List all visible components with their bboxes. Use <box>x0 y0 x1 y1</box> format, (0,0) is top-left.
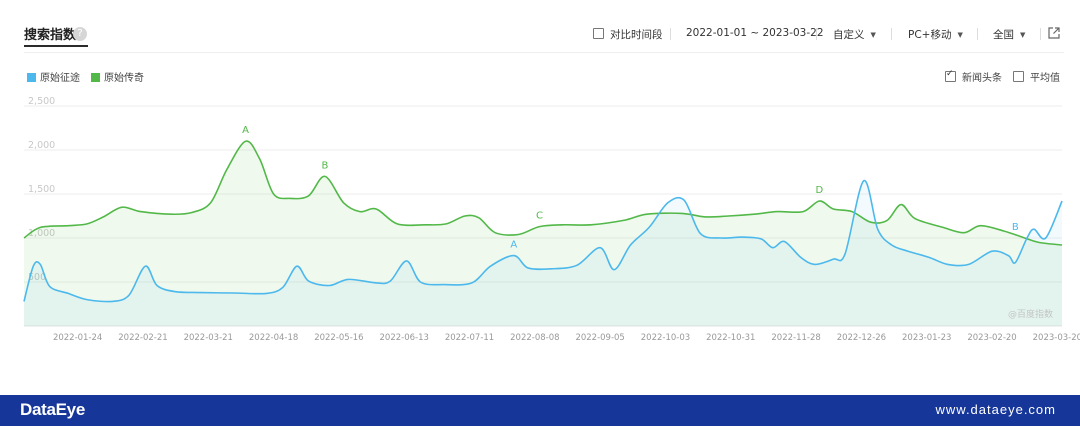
y-tick-label: 1,000 <box>28 228 55 239</box>
annotation-marker: D <box>816 185 824 196</box>
y-axis-ticks: 2,500 2,000 1,500 1,000 500 <box>28 96 55 283</box>
x-tick-label: 2022-11-28 <box>771 333 820 343</box>
legend-item-series-1[interactable]: 原始征途 <box>27 69 80 84</box>
x-tick-label: 2022-05-16 <box>314 333 363 343</box>
series-area-1 <box>24 180 1062 326</box>
y-tick-label: 1,500 <box>28 184 55 195</box>
divider <box>670 28 671 40</box>
search-index-chart: 2,500 2,000 1,500 1,000 500 A B C D A B 2022-01-2… <box>23 96 1080 343</box>
title-underline <box>24 45 88 47</box>
x-axis-ticks: 2022-01-24 2022-02-21 2022-03-21 2022-04-18… <box>53 333 1080 343</box>
news-label: 新闻头条 <box>962 73 1002 84</box>
line-layer <box>23 140 1063 303</box>
series-line-1 <box>23 179 1063 303</box>
x-tick-label: 2022-10-31 <box>706 333 755 343</box>
grid-layer <box>24 105 1062 327</box>
x-tick-label: 2022-08-08 <box>510 333 559 343</box>
x-tick-label: 2022-01-24 <box>53 333 102 343</box>
chevron-down-icon: ▼ <box>870 31 876 39</box>
x-tick-label: 2022-09-05 <box>575 333 624 343</box>
annotation-marker: B <box>1012 222 1019 233</box>
legend-label: 原始传奇 <box>104 73 144 84</box>
header-divider <box>24 52 1064 53</box>
device-select[interactable]: PC+移动 ▼ <box>908 27 963 42</box>
annotation-marker: A <box>242 125 249 136</box>
help-icon[interactable]: ? <box>73 27 87 41</box>
legend-swatch-blue <box>27 73 36 82</box>
annotation-marker: C <box>536 211 543 222</box>
annotation-marker: B <box>321 160 328 171</box>
region-select[interactable]: 全国 ▼ <box>993 27 1025 42</box>
watermark: @百度指数 <box>1008 310 1054 320</box>
news-headline-toggle[interactable]: 新闻头条 <box>945 69 1002 84</box>
footer-logo: DataEye <box>20 400 85 419</box>
compare-period-toggle[interactable]: 对比时间段 <box>593 27 663 42</box>
x-tick-label: 2023-03-20 <box>1033 333 1080 343</box>
area-layer <box>24 141 1062 326</box>
divider <box>891 28 892 40</box>
x-tick-label: 2022-03-21 <box>184 333 233 343</box>
chevron-down-icon: ▼ <box>1020 31 1026 39</box>
date-range-picker[interactable]: 2022-01-01 ~ 2023-03-22 <box>686 27 824 39</box>
average-toggle[interactable]: 平均值 <box>1013 69 1060 84</box>
divider <box>977 28 978 40</box>
legend-item-series-2[interactable]: 原始传奇 <box>91 69 144 84</box>
chevron-down-icon: ▼ <box>957 31 963 39</box>
divider <box>1040 28 1041 40</box>
news-checkbox[interactable] <box>945 69 956 82</box>
x-tick-label: 2022-02-21 <box>118 333 167 343</box>
y-tick-label: 2,000 <box>28 140 55 151</box>
export-icon[interactable] <box>1047 26 1061 40</box>
y-tick-label: 2,500 <box>28 96 55 107</box>
average-checkbox[interactable] <box>1013 71 1024 82</box>
chart-header: 搜索指数 ? 对比时间段 2022-01-01 ~ 2023-03-22 自定义… <box>0 0 1080 50</box>
device-select-value: PC+移动 <box>908 29 952 41</box>
series-line-2 <box>23 140 1063 246</box>
legend-label: 原始征途 <box>40 73 80 84</box>
y-tick-label: 500 <box>28 272 46 283</box>
annotation-layer: A B C D A B <box>242 125 1019 250</box>
x-tick-label: 2023-02-20 <box>967 333 1016 343</box>
x-tick-label: 2023-01-23 <box>902 333 951 343</box>
divider <box>816 28 817 40</box>
period-select-value: 自定义 <box>833 29 865 41</box>
compare-checkbox[interactable] <box>593 28 604 39</box>
series-area-2 <box>24 141 1062 326</box>
x-tick-label: 2022-12-26 <box>837 333 886 343</box>
x-tick-label: 2022-10-03 <box>641 333 690 343</box>
period-select[interactable]: 自定义 ▼ <box>833 27 876 42</box>
footer-bar: DataEye www.dataeye.com <box>0 395 1080 426</box>
x-tick-label: 2022-04-18 <box>249 333 298 343</box>
page-title: 搜索指数 <box>24 28 77 43</box>
compare-label: 对比时间段 <box>610 29 663 41</box>
average-label: 平均值 <box>1030 73 1060 84</box>
annotation-marker: A <box>510 240 517 251</box>
footer-url[interactable]: www.dataeye.com <box>935 402 1056 417</box>
legend-swatch-green <box>91 73 100 82</box>
x-tick-label: 2022-07-11 <box>445 333 494 343</box>
region-select-value: 全国 <box>993 29 1014 41</box>
x-tick-label: 2022-06-13 <box>380 333 429 343</box>
